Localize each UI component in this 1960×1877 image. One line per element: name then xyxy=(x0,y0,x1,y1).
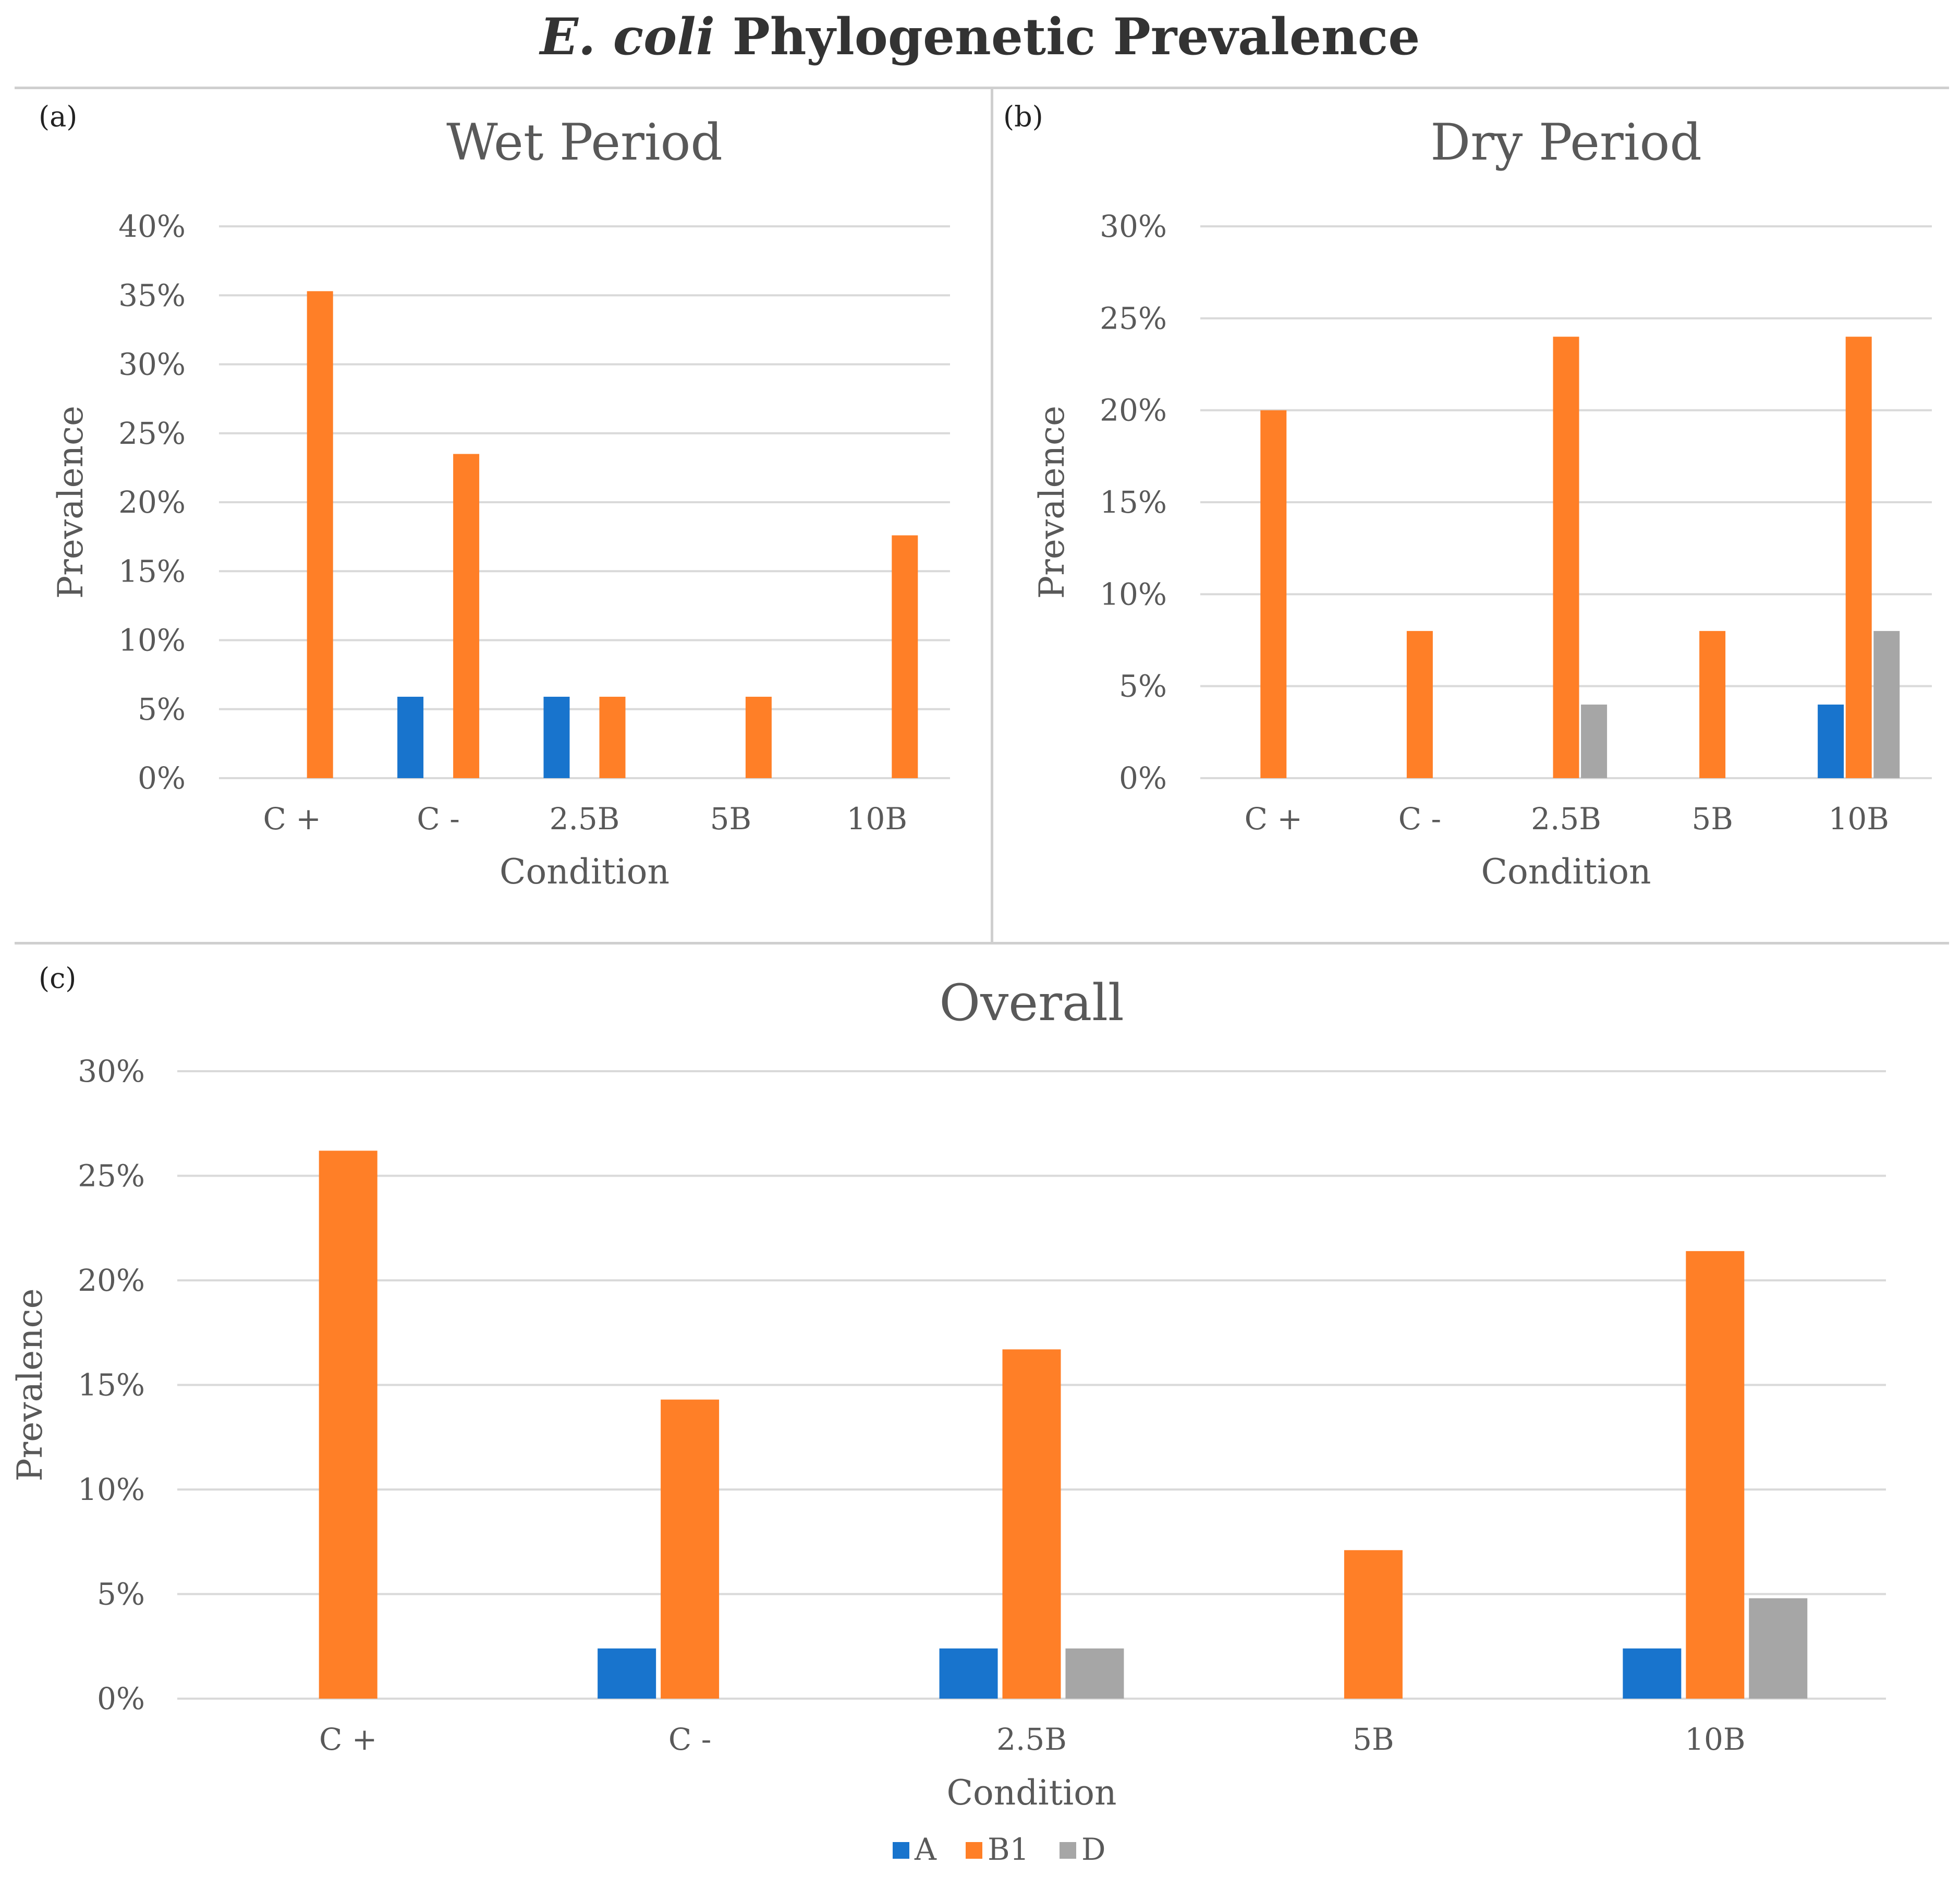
panel-a-y-axis-title: Prevalence xyxy=(51,406,91,599)
panel-b-x-axis-title: Condition xyxy=(1481,852,1651,892)
legend-label-a: A xyxy=(914,1832,937,1867)
panel-c-ytick-label: 10% xyxy=(78,1472,145,1507)
legend-label-b1: B1 xyxy=(988,1832,1029,1867)
panel-a-category-label: 2.5B xyxy=(550,801,620,837)
figure-title-italic: E. coli xyxy=(540,7,715,66)
legend-swatch-a xyxy=(893,1842,909,1859)
panel-b-ytick-label: 0% xyxy=(1119,760,1167,796)
panel-b-category-label: 2.5B xyxy=(1531,801,1601,837)
panel-c-ytick-label: 5% xyxy=(97,1577,145,1612)
panel-c-title: Overall xyxy=(939,974,1124,1032)
panel-label-a: (a) xyxy=(39,100,78,133)
legend-swatch-b1 xyxy=(966,1842,982,1859)
panel-c-bar-b1-0 xyxy=(319,1151,378,1699)
panel-a-x-axis-title: Condition xyxy=(500,852,669,892)
vertical-divider xyxy=(991,88,993,944)
panel-a-bar-b1-2 xyxy=(599,696,626,778)
panel-a-bar-b1-4 xyxy=(892,535,918,778)
panel-b-category-label: C - xyxy=(1398,801,1441,837)
panel-a-ytick-label: 0% xyxy=(138,760,186,796)
panel-a-category-label: 10B xyxy=(847,801,907,837)
panel-c-bar-b1-3 xyxy=(1344,1550,1403,1699)
panel-c-bar-d-4 xyxy=(1749,1598,1808,1699)
panel-b-title: Dry Period xyxy=(1430,113,1702,172)
panel-b-bar-a-4 xyxy=(1818,704,1844,778)
panel-a-category-label: C - xyxy=(417,801,459,837)
panel-b-y-axis-title: Prevalence xyxy=(1032,406,1072,599)
panel-a-bar-b1-3 xyxy=(745,696,772,778)
panel-c-category-label: C + xyxy=(319,1722,377,1757)
panel-c-bar-d-2 xyxy=(1065,1648,1124,1699)
panel-c-category-label: 2.5B xyxy=(996,1722,1067,1757)
panel-c-ytick-label: 30% xyxy=(78,1053,145,1089)
figure-title: E. coli Phylogenetic Prevalence xyxy=(0,7,1960,66)
panel-label-c: (c) xyxy=(39,962,77,995)
panel-a-title: Wet Period xyxy=(446,113,723,172)
legend-label-d: D xyxy=(1081,1832,1106,1867)
panel-c-ytick-label: 15% xyxy=(78,1367,145,1403)
panel-a-bar-a-1 xyxy=(397,696,424,778)
panel-a-ytick-label: 20% xyxy=(118,485,186,520)
panel-b-category-label: C + xyxy=(1245,801,1302,837)
panel-label-b: (b) xyxy=(1003,100,1043,133)
panel-b-bar-b1-0 xyxy=(1260,410,1287,778)
panel-b-ytick-label: 20% xyxy=(1100,393,1167,428)
panel-c-bar-a-2 xyxy=(939,1648,998,1699)
legend-swatch-d xyxy=(1060,1842,1076,1859)
top-divider xyxy=(15,87,1949,89)
panel-a-ytick-label: 25% xyxy=(118,416,186,451)
panel-c-x-axis-title: Condition xyxy=(947,1773,1117,1813)
figure-title-rest: Phylogenetic Prevalence xyxy=(732,7,1420,66)
panel-b-ytick-label: 5% xyxy=(1119,669,1167,704)
panel-a-ytick-label: 10% xyxy=(118,623,186,658)
panel-b-bar-b1-2 xyxy=(1553,336,1579,778)
panel-c-ytick-label: 25% xyxy=(78,1158,145,1194)
panel-b-bar-d-2 xyxy=(1581,704,1608,778)
panel-c-bar-b1-2 xyxy=(1002,1349,1061,1699)
middle-divider xyxy=(15,942,1949,944)
panel-c-bar-a-1 xyxy=(598,1648,656,1699)
panel-a-bar-a-2 xyxy=(543,696,570,778)
panel-c-ytick-label: 20% xyxy=(78,1263,145,1298)
panel-b-bar-b1-3 xyxy=(1699,631,1726,778)
panel-c-y-axis-title: Prevalence xyxy=(10,1288,50,1481)
panel-c-bar-a-4 xyxy=(1623,1648,1682,1699)
panel-a-bar-b1-0 xyxy=(307,291,333,778)
panel-a-ytick-label: 35% xyxy=(118,277,186,313)
panel-b-bar-b1-4 xyxy=(1845,336,1872,778)
panel-a-bar-b1-1 xyxy=(453,454,480,778)
panel-c-bar-b1-4 xyxy=(1686,1251,1745,1699)
panel-a-ytick-label: 30% xyxy=(118,347,186,382)
panel-b-ytick-label: 25% xyxy=(1100,300,1167,336)
panel-b-category-label: 5B xyxy=(1691,801,1733,837)
panel-a-ytick-label: 40% xyxy=(118,209,186,244)
panel-b-bar-d-4 xyxy=(1873,631,1900,778)
panel-b-category-label: 10B xyxy=(1828,801,1889,837)
panel-b-ytick-label: 10% xyxy=(1100,576,1167,612)
panel-c-category-label: C - xyxy=(668,1722,711,1757)
panel-a-category-label: 5B xyxy=(710,801,752,837)
panel-b-ytick-label: 15% xyxy=(1100,485,1167,520)
panel-c-category-label: 10B xyxy=(1685,1722,1745,1757)
panel-a-category-label: C + xyxy=(263,801,321,837)
panel-a-ytick-label: 15% xyxy=(118,553,186,589)
panel-b-bar-b1-1 xyxy=(1406,631,1433,778)
panel-c-ytick-label: 0% xyxy=(97,1681,145,1716)
panel-c-bar-b1-1 xyxy=(661,1399,720,1699)
panel-c-category-label: 5B xyxy=(1353,1722,1394,1757)
panel-a-ytick-label: 5% xyxy=(138,692,186,727)
panel-b-ytick-label: 30% xyxy=(1100,209,1167,244)
